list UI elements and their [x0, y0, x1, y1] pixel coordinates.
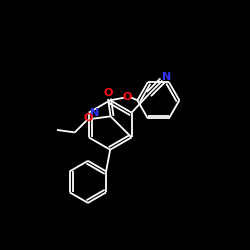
Text: O: O	[104, 88, 113, 98]
Text: N: N	[162, 72, 172, 82]
Text: O: O	[123, 92, 132, 102]
Text: N: N	[90, 108, 99, 118]
Text: O: O	[84, 112, 93, 122]
